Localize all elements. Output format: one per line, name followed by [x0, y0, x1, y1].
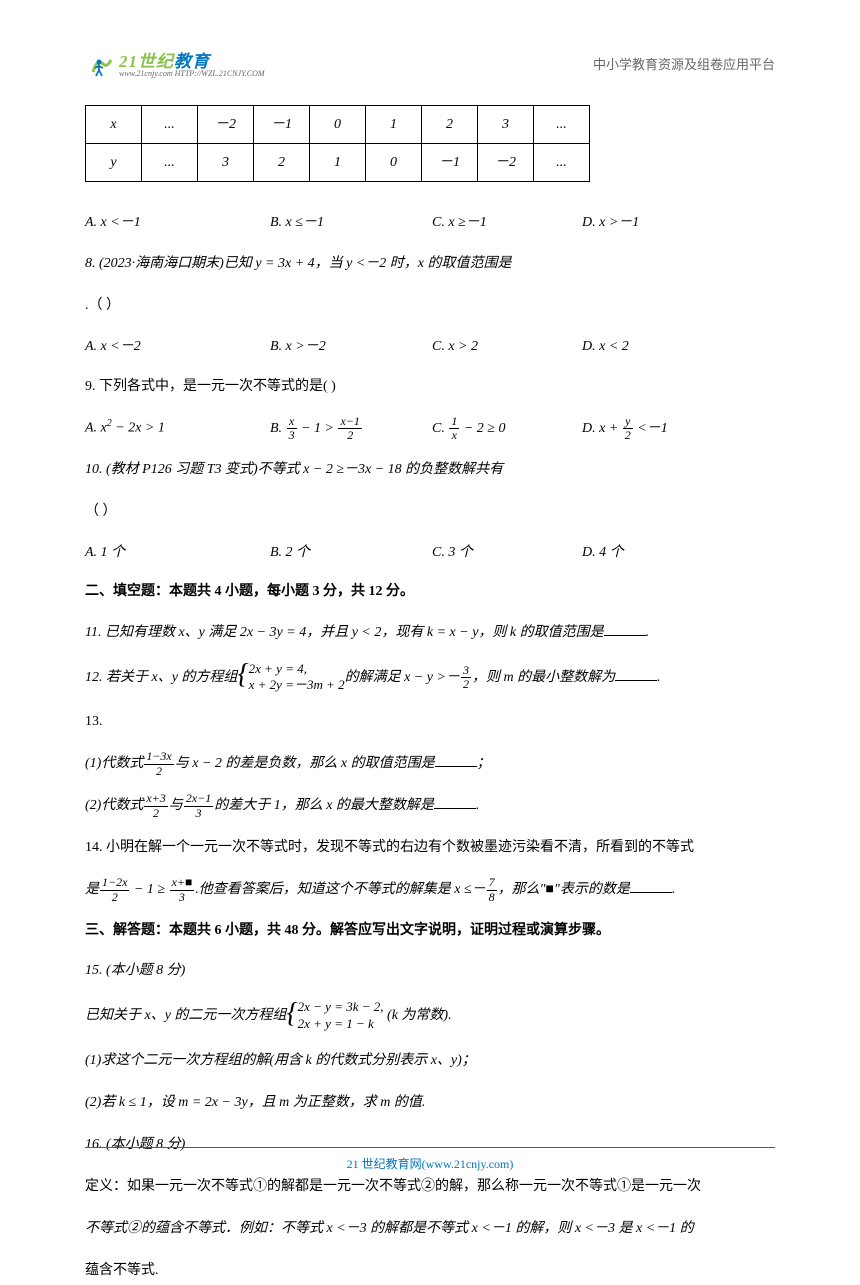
option-c: C. x ≥－1: [432, 210, 582, 235]
option-b: B. x ≤－1: [270, 210, 432, 235]
blank: [435, 753, 477, 767]
q15-p1: (1)求这个二元一次方程组的解(用含 k 的代数式分别表示 x、y)；: [85, 1047, 775, 1075]
table-row: x...－2－10123...: [86, 106, 590, 144]
blank: [630, 879, 672, 893]
q16-line3: 蕴含不等式.: [85, 1257, 775, 1285]
q16-line2: 不等式②的蕴含不等式．例如：不等式 x <－3 的解都是不等式 x <－1 的解…: [85, 1215, 775, 1243]
blank: [434, 795, 476, 809]
option-a: A. x <－2: [85, 334, 270, 359]
q16-line1: 定义：如果一元一次不等式①的解都是一元一次不等式②的解，那么称一元一次不等式①是…: [85, 1173, 775, 1201]
logo: 21世纪教育 www.21cnjy.com HTTP://WZL.21CNJY.…: [85, 50, 265, 80]
q13-p1: (1)代数式1−3x2与 x − 2 的差是负数，那么 x 的取值范围是；: [85, 750, 775, 778]
blank: [604, 622, 646, 636]
q14-line1: 14. 小明在解一个一元一次不等式时，发现不等式的右边有个数被墨迹污染看不清，所…: [85, 834, 775, 862]
option-a: A. x <－1: [85, 210, 270, 235]
section-3-title: 三、解答题：本题共 6 小题，共 48 分。解答应写出文字说明，证明过程或演算步…: [85, 918, 775, 943]
q15-num: 15. (本小题 8 分): [85, 957, 775, 985]
q13-p2: (2)代数式x+32与2x−13的差大于 1，那么 x 的最大整数解是.: [85, 792, 775, 820]
blank: [615, 667, 657, 681]
q9-text: 9. 下列各式中，是一元一次不等式的是( ): [85, 373, 775, 401]
q12: 12. 若关于 x、y 的方程组{2x + y = 4,x + 2y =－3m …: [85, 661, 775, 695]
q15-p2: (2)若 k ≤ 1，设 m = 2x − 3y，且 m 为正整数，求 m 的值…: [85, 1089, 775, 1117]
q9-options: A. x2 − 2x > 1 B. x3 − 1 > x−12 C. 1x − …: [85, 415, 775, 442]
option-b: B. x3 − 1 > x−12: [270, 415, 432, 442]
logo-text: 21世纪教育 www.21cnjy.com HTTP://WZL.21CNJY.…: [119, 53, 265, 78]
data-table: x...－2－10123... y...3210－1－2...: [85, 105, 590, 182]
q10-text: 10. (教材 P126 习题 T3 变式)不等式 x − 2 ≥－3x − 1…: [85, 456, 775, 484]
q14-line2: 是1−2x2 − 1 ≥ x+■3.他查看答案后，知道这个不等式的解集是 x ≤…: [85, 876, 775, 904]
option-b: B. x >－2: [270, 334, 432, 359]
option-d: D. x >－1: [582, 210, 732, 235]
q11: 11. 已知有理数 x、y 满足 2x − 3y = 4，并且 y < 2，现有…: [85, 619, 775, 647]
option-c: C. x > 2: [432, 334, 582, 359]
q8-paren: .（ ）: [85, 292, 775, 320]
q8-options: A. x <－2 B. x >－2 C. x > 2 D. x < 2: [85, 334, 775, 359]
option-d: D. 4 个: [582, 540, 732, 565]
q10-paren: （ ）: [85, 498, 775, 526]
option-c: C. 3 个: [432, 540, 582, 565]
header-title: 中小学教育资源及组卷应用平台: [593, 53, 775, 76]
q10-options: A. 1 个 B. 2 个 C. 3 个 D. 4 个: [85, 540, 775, 565]
q8-text: 8. (2023·海南海口期末)已知 y = 3x + 4，当 y <－2 时，…: [85, 250, 775, 278]
q7-options: A. x <－1 B. x ≤－1 C. x ≥－1 D. x >－1: [85, 210, 775, 235]
q13-num: 13.: [85, 708, 775, 736]
option-d: D. x < 2: [582, 334, 732, 359]
option-b: B. 2 个: [270, 540, 432, 565]
option-c: C. 1x − 2 ≥ 0: [432, 415, 582, 442]
option-d: D. x + y2 <－1: [582, 415, 732, 442]
page-footer: 21 世纪教育网(www.21cnjy.com): [85, 1147, 775, 1176]
q15-text: 已知关于 x、y 的二元一次方程组{2x − y = 3k − 2,2x + y…: [85, 999, 775, 1033]
option-a: A. 1 个: [85, 540, 270, 565]
logo-icon: [85, 50, 115, 80]
option-a: A. x2 − 2x > 1: [85, 415, 270, 442]
page-header: 21世纪教育 www.21cnjy.com HTTP://WZL.21CNJY.…: [85, 50, 775, 80]
table-row: y...3210－1－2...: [86, 144, 590, 182]
section-2-title: 二、填空题：本题共 4 小题，每小题 3 分，共 12 分。: [85, 579, 775, 604]
